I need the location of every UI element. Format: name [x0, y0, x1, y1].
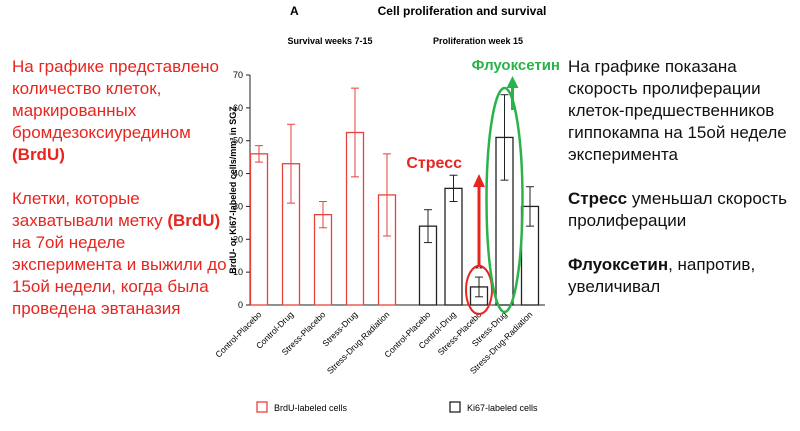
text-run: Стресс	[568, 189, 628, 208]
text-run: (BrdU)	[167, 211, 221, 230]
text-run: , напротив, увеличивал	[568, 255, 756, 296]
stress-label: Стресс	[406, 155, 462, 172]
arrow-head	[506, 76, 519, 88]
y-tick-label: 20	[233, 234, 243, 244]
arrow-head	[473, 174, 485, 187]
legend-swatch	[449, 401, 461, 413]
y-tick-label: 50	[233, 136, 243, 146]
x-tick-label: Control-Placebo	[213, 309, 263, 359]
legend-label: BrdU-labeled cells	[274, 403, 348, 413]
significance: **	[475, 264, 483, 275]
paragraph: Флуоксетин, напротив, увеличивал	[568, 254, 793, 298]
x-tick-label: Stress-Drug-Radiation	[325, 309, 392, 376]
text-run: уменьшал скорость пролиферации	[568, 189, 787, 230]
left-text: На графике представлено количество клето…	[12, 56, 234, 342]
paragraph: Клетки, которые захватывали метку (BrdU)…	[12, 188, 234, 320]
fluoxetine-label: Флуоксетин	[472, 57, 560, 74]
bar	[444, 187, 463, 306]
legend-label: Ki67-labeled cells	[467, 403, 538, 413]
legend-swatch	[256, 401, 268, 413]
text-run: (BrdU)	[12, 145, 65, 164]
group-title: Proliferation week 15	[433, 36, 523, 46]
y-axis-label: BrdU- or Ki67-labeled cells/mm³ in SGZ	[228, 106, 238, 274]
y-tick-label: 60	[233, 103, 243, 113]
y-tick-label: 40	[233, 169, 243, 179]
panel-label: A	[290, 4, 299, 18]
text-run: На графике показана скорость пролифераци…	[568, 57, 787, 164]
y-tick-label: 70	[233, 70, 243, 80]
paragraph: На графике представлено количество клето…	[12, 56, 234, 166]
group-title: Survival weeks 7-15	[287, 36, 372, 46]
paragraph: На графике показана скорость пролифераци…	[568, 56, 793, 166]
chart-title: Cell proliferation and survival	[378, 4, 547, 18]
highlight	[485, 86, 524, 314]
y-tick-label: 0	[238, 300, 243, 310]
y-tick-label: 30	[233, 201, 243, 211]
paragraph: Стресс уменьшал скорость пролиферации	[568, 188, 793, 232]
right-text: На графике показана скорость пролифераци…	[568, 56, 793, 320]
bar	[249, 153, 269, 306]
y-tick-label: 10	[233, 267, 243, 277]
text-run: На графике представлено количество клето…	[12, 57, 219, 142]
text-run: Флуоксетин	[568, 255, 669, 274]
text-run: Клетки, которые захватывали метку	[12, 189, 168, 230]
text-run: на 7ой неделе эксперимента и выжили до 1…	[12, 233, 227, 318]
